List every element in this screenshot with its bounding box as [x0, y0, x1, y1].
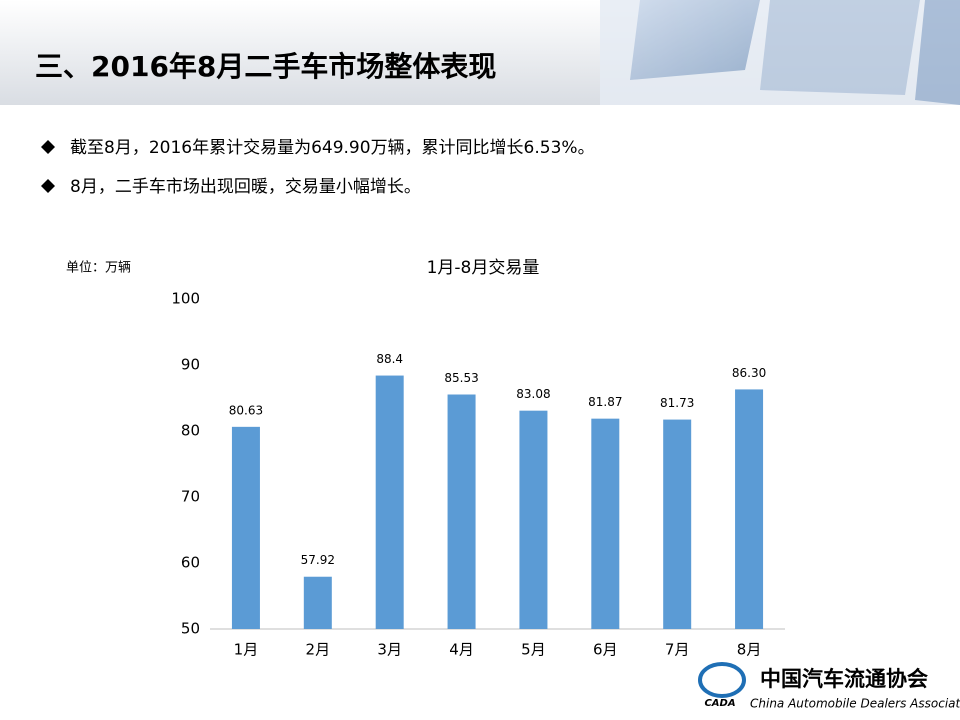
bar	[591, 418, 620, 629]
org-name: 中国汽车流通协会	[760, 667, 928, 691]
x-tick-label: 6月	[593, 641, 618, 659]
x-tick-label: 8月	[737, 641, 762, 659]
y-tick-label: 90	[181, 356, 200, 374]
data-label: 86.30	[732, 366, 766, 380]
x-tick-label: 4月	[449, 641, 474, 659]
bar	[519, 410, 548, 629]
y-tick-label: 70	[181, 488, 200, 506]
data-label: 83.08	[516, 387, 550, 401]
bullet-text: 截至8月，2016年累计交易量为649.90万辆，累计同比增长6.53%。	[70, 138, 595, 158]
y-tick-label: 100	[171, 290, 200, 308]
bar	[231, 426, 260, 629]
bar	[303, 576, 332, 629]
bullet-icon	[41, 140, 55, 154]
x-tick-label: 1月	[234, 641, 259, 659]
data-label: 80.63	[229, 403, 263, 417]
x-tick-label: 3月	[377, 641, 402, 659]
x-tick-label: 7月	[665, 641, 690, 659]
bar	[663, 419, 692, 629]
data-label: 85.53	[444, 371, 478, 385]
org-name-en: China Automobile Dealers Association	[750, 697, 960, 711]
slide-title: 三、2016年8月二手车市场整体表现	[35, 50, 496, 83]
y-tick-label: 80	[181, 422, 200, 440]
y-tick-label: 60	[181, 554, 200, 572]
x-tick-label: 2月	[306, 641, 331, 659]
logo-text: CADA	[704, 698, 735, 709]
bullet-icon	[41, 179, 55, 193]
header-image	[600, 0, 960, 105]
bar	[375, 375, 404, 629]
data-label: 88.4	[376, 352, 403, 366]
chart-title: 1月-8月交易量	[427, 258, 540, 278]
y-tick-label: 50	[181, 620, 200, 638]
data-label: 57.92	[301, 553, 335, 567]
unit-label: 单位：万辆	[66, 261, 131, 276]
data-label: 81.87	[588, 395, 622, 409]
bar	[735, 389, 764, 629]
data-label: 81.73	[660, 396, 694, 410]
bullet-text: 8月，二手车市场出现回暖，交易量小幅增长。	[70, 177, 421, 197]
footer-logo: CADA 中国汽车流通协会 China Automobile Dealers A…	[698, 662, 960, 711]
bar	[447, 394, 476, 629]
x-tick-label: 5月	[521, 641, 546, 659]
